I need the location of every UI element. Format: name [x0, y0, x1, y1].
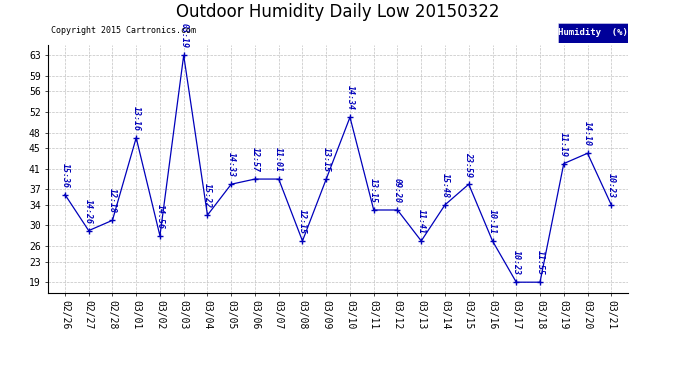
Text: 11:55: 11:55	[535, 250, 544, 275]
Text: 14:10: 14:10	[583, 122, 592, 146]
Text: 14:34: 14:34	[346, 85, 355, 110]
Text: 23:59: 23:59	[464, 152, 473, 177]
Text: 13:15: 13:15	[322, 147, 331, 172]
Text: 15:48: 15:48	[440, 173, 449, 198]
Text: 10:23: 10:23	[512, 250, 521, 275]
Text: 11:19: 11:19	[560, 132, 569, 157]
Text: 03:19: 03:19	[179, 23, 188, 48]
Text: 12:57: 12:57	[250, 147, 259, 172]
Text: 10:23: 10:23	[607, 173, 615, 198]
Text: 10:11: 10:11	[488, 209, 497, 234]
Text: 14:33: 14:33	[227, 152, 236, 177]
Text: 15:36: 15:36	[61, 163, 70, 188]
Text: 12:15: 12:15	[298, 209, 307, 234]
Text: 09:20: 09:20	[393, 178, 402, 203]
Text: Copyright 2015 Cartronics.com: Copyright 2015 Cartronics.com	[51, 26, 196, 35]
Text: 14:56: 14:56	[155, 204, 164, 229]
Text: 13:16: 13:16	[132, 106, 141, 131]
Text: 13:15: 13:15	[369, 178, 378, 203]
Text: 12:18: 12:18	[108, 188, 117, 213]
Title: Outdoor Humidity Daily Low 20150322: Outdoor Humidity Daily Low 20150322	[177, 3, 500, 21]
Text: 14:26: 14:26	[84, 199, 93, 223]
Text: 15:22: 15:22	[203, 183, 212, 208]
Text: 11:01: 11:01	[274, 147, 283, 172]
Text: 11:41: 11:41	[417, 209, 426, 234]
